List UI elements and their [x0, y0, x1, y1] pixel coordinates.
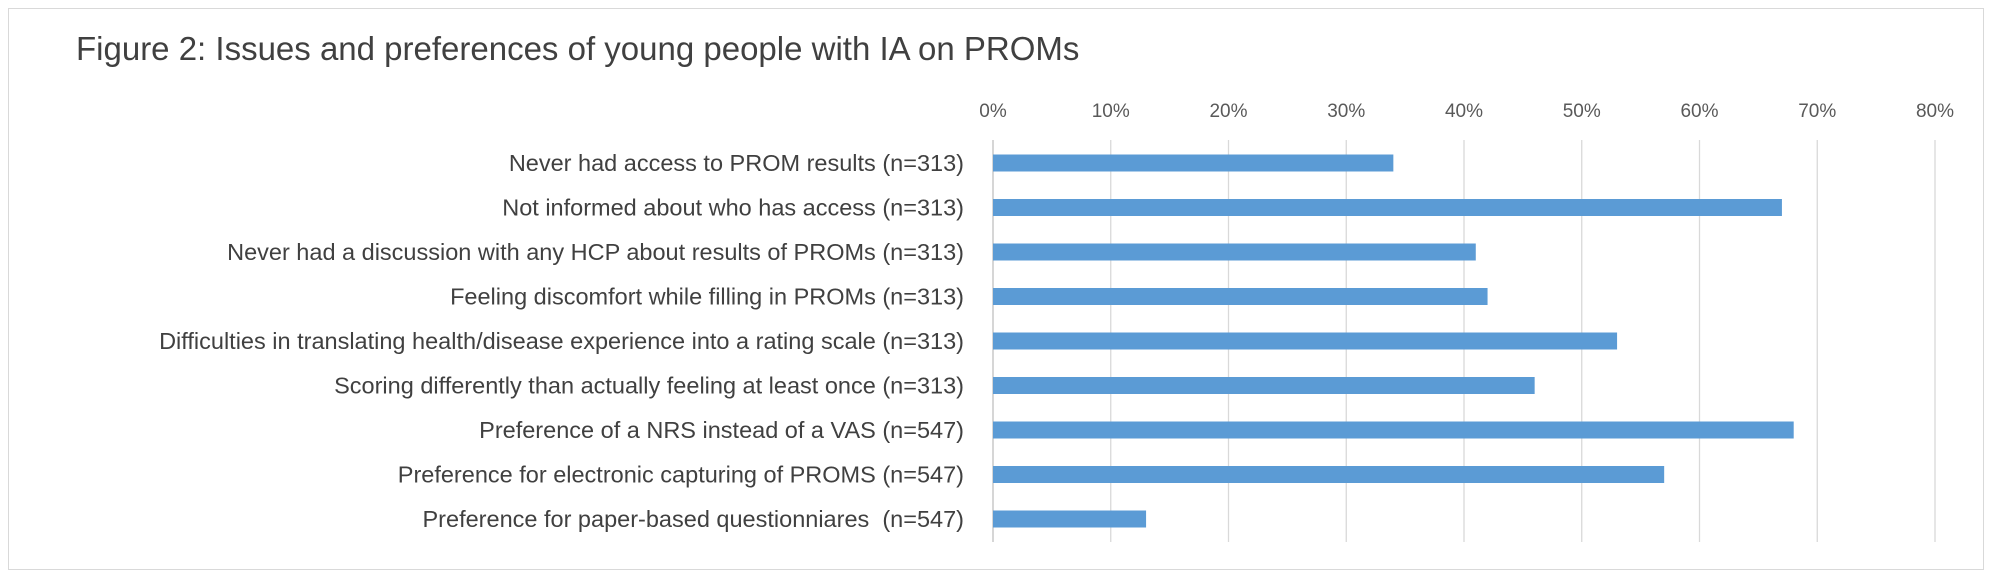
- x-tick-label: 40%: [1445, 101, 1483, 122]
- x-tick-label: 50%: [1563, 101, 1601, 122]
- x-tick-label: 60%: [1680, 101, 1718, 122]
- bar: [993, 421, 1794, 439]
- x-tick-label: 70%: [1798, 101, 1836, 122]
- category-label: Feeling discomfort while filling in PROM…: [450, 284, 964, 310]
- bar: [993, 288, 1488, 305]
- category-label: Scoring differently than actually feelin…: [334, 373, 964, 399]
- bar: [993, 243, 1476, 261]
- category-label: Not informed about who has access (n=313…: [502, 195, 964, 221]
- x-tick-label: 80%: [1916, 101, 1954, 122]
- chart-title: Figure 2: Issues and preferences of youn…: [76, 30, 1080, 67]
- category-label: Difficulties in translating health/disea…: [159, 328, 964, 354]
- bar: [993, 199, 1782, 216]
- x-tick-label: 30%: [1327, 101, 1365, 122]
- x-axis-tick-labels: 0% 10% 20% 30% 40% 50% 60% 70% 80%: [979, 101, 1954, 122]
- bar: [993, 332, 1618, 350]
- x-tick-label: 10%: [1092, 101, 1130, 122]
- x-tick-label: 20%: [1209, 101, 1247, 122]
- bar: [993, 377, 1535, 394]
- category-labels: Never had access to PROM results (n=313)…: [159, 150, 964, 532]
- category-label: Preference for electronic capturing of P…: [398, 462, 964, 488]
- bar: [993, 510, 1147, 528]
- bars: [993, 154, 1794, 528]
- category-label: Preference for paper-based questionniare…: [423, 506, 965, 532]
- category-label: Preference of a NRS instead of a VAS (n=…: [479, 417, 964, 443]
- category-label: Never had a discussion with any HCP abou…: [227, 239, 964, 265]
- x-tick-label: 0%: [979, 101, 1007, 122]
- bar: [993, 154, 1394, 172]
- category-label: Never had access to PROM results (n=313): [509, 150, 964, 176]
- bar: [993, 466, 1665, 483]
